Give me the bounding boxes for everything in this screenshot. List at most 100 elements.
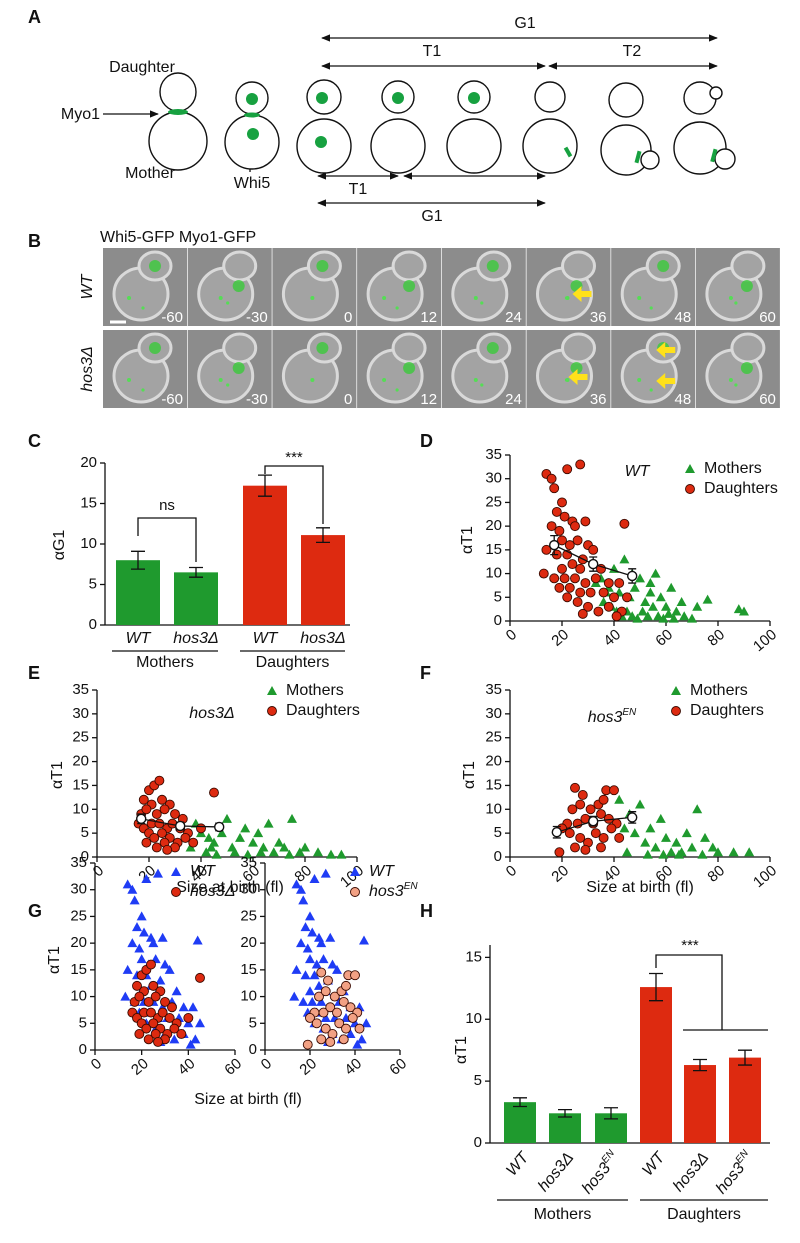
point xyxy=(733,604,744,614)
gfp-signal xyxy=(403,280,416,292)
error-bar xyxy=(189,566,203,578)
shape xyxy=(168,109,188,115)
point xyxy=(739,606,749,616)
point xyxy=(332,1007,342,1018)
y-tick-label: 10 xyxy=(80,535,97,552)
significance-label: *** xyxy=(285,449,303,466)
point xyxy=(298,996,309,1006)
point xyxy=(160,996,170,1007)
point xyxy=(325,932,336,942)
point xyxy=(666,582,677,592)
point xyxy=(640,597,651,607)
y-axis-label: αG1 xyxy=(51,530,68,561)
y-tick-label: 25 xyxy=(240,907,257,924)
point xyxy=(311,959,322,969)
gfp-speck xyxy=(734,383,738,387)
point xyxy=(554,525,565,536)
group-label: Daughters xyxy=(667,1206,741,1223)
point xyxy=(609,785,619,796)
gfp-speck xyxy=(382,296,387,300)
x-tick-label: 80 xyxy=(704,626,728,650)
point xyxy=(289,991,300,1001)
point xyxy=(146,959,156,970)
point xyxy=(307,996,318,1006)
y-tick-label: 30 xyxy=(485,470,502,487)
legend-marker xyxy=(267,706,277,716)
point xyxy=(674,849,684,859)
x-tick-label: WT xyxy=(253,630,279,647)
point xyxy=(170,809,180,820)
point xyxy=(541,544,552,555)
point xyxy=(341,980,351,991)
point xyxy=(201,847,212,857)
y-axis-label: αT1 xyxy=(49,761,66,789)
point xyxy=(557,497,567,508)
point xyxy=(311,1018,322,1029)
legend-label: Daughters xyxy=(286,702,360,719)
point xyxy=(314,980,324,990)
point xyxy=(549,573,560,584)
point xyxy=(151,809,162,820)
x-tick-label: 60 xyxy=(221,1055,245,1079)
micrograph-frame xyxy=(611,248,696,326)
micrograph-frame xyxy=(187,248,272,326)
point xyxy=(305,986,315,996)
point xyxy=(143,1034,154,1045)
mean-point xyxy=(213,821,225,833)
point xyxy=(564,582,575,593)
point xyxy=(596,809,606,820)
y-tick-label: 5 xyxy=(474,1072,482,1089)
mean-point xyxy=(627,570,638,582)
shape xyxy=(446,118,502,174)
error-bar xyxy=(693,1058,707,1072)
point xyxy=(590,828,601,839)
point xyxy=(314,991,324,1002)
point xyxy=(148,980,159,991)
mean-point xyxy=(135,813,147,825)
point xyxy=(332,964,342,974)
time-label: -30 xyxy=(246,391,268,408)
y-tick-label: 5 xyxy=(89,575,97,592)
point xyxy=(309,874,320,884)
cell xyxy=(730,250,766,282)
time-label: -30 xyxy=(246,309,268,326)
point xyxy=(336,849,347,859)
point xyxy=(585,804,596,815)
shape xyxy=(608,82,644,118)
point xyxy=(154,775,165,786)
point xyxy=(291,964,302,974)
error-bar xyxy=(558,1108,572,1118)
significance-bracket xyxy=(264,465,324,524)
cell xyxy=(391,250,427,282)
point xyxy=(580,578,591,589)
point xyxy=(298,895,309,905)
point xyxy=(575,587,586,598)
point xyxy=(554,582,565,593)
y-tick-label: 35 xyxy=(240,854,257,871)
gfp-speck xyxy=(728,378,733,382)
time-label: -60 xyxy=(161,309,183,326)
point xyxy=(229,847,240,857)
gfp-speck xyxy=(395,388,399,392)
shape xyxy=(244,112,260,118)
legend-label: WT xyxy=(369,863,395,880)
point xyxy=(157,932,168,942)
point xyxy=(681,828,692,838)
gfp-speck xyxy=(734,301,738,305)
panel-label: G xyxy=(28,901,42,921)
point xyxy=(157,828,167,839)
micrograph-frame xyxy=(272,248,357,326)
point xyxy=(309,970,320,980)
cell-label: Daughter xyxy=(109,59,175,76)
cell xyxy=(391,332,427,364)
point xyxy=(320,868,331,878)
y-tick-label: 10 xyxy=(72,800,89,817)
panel-label: D xyxy=(420,431,433,451)
point xyxy=(619,518,630,529)
error-bar xyxy=(258,474,272,497)
significance-bracket xyxy=(655,954,768,1031)
point xyxy=(598,587,609,598)
bar xyxy=(301,535,345,625)
point xyxy=(149,832,160,843)
point xyxy=(614,794,625,804)
